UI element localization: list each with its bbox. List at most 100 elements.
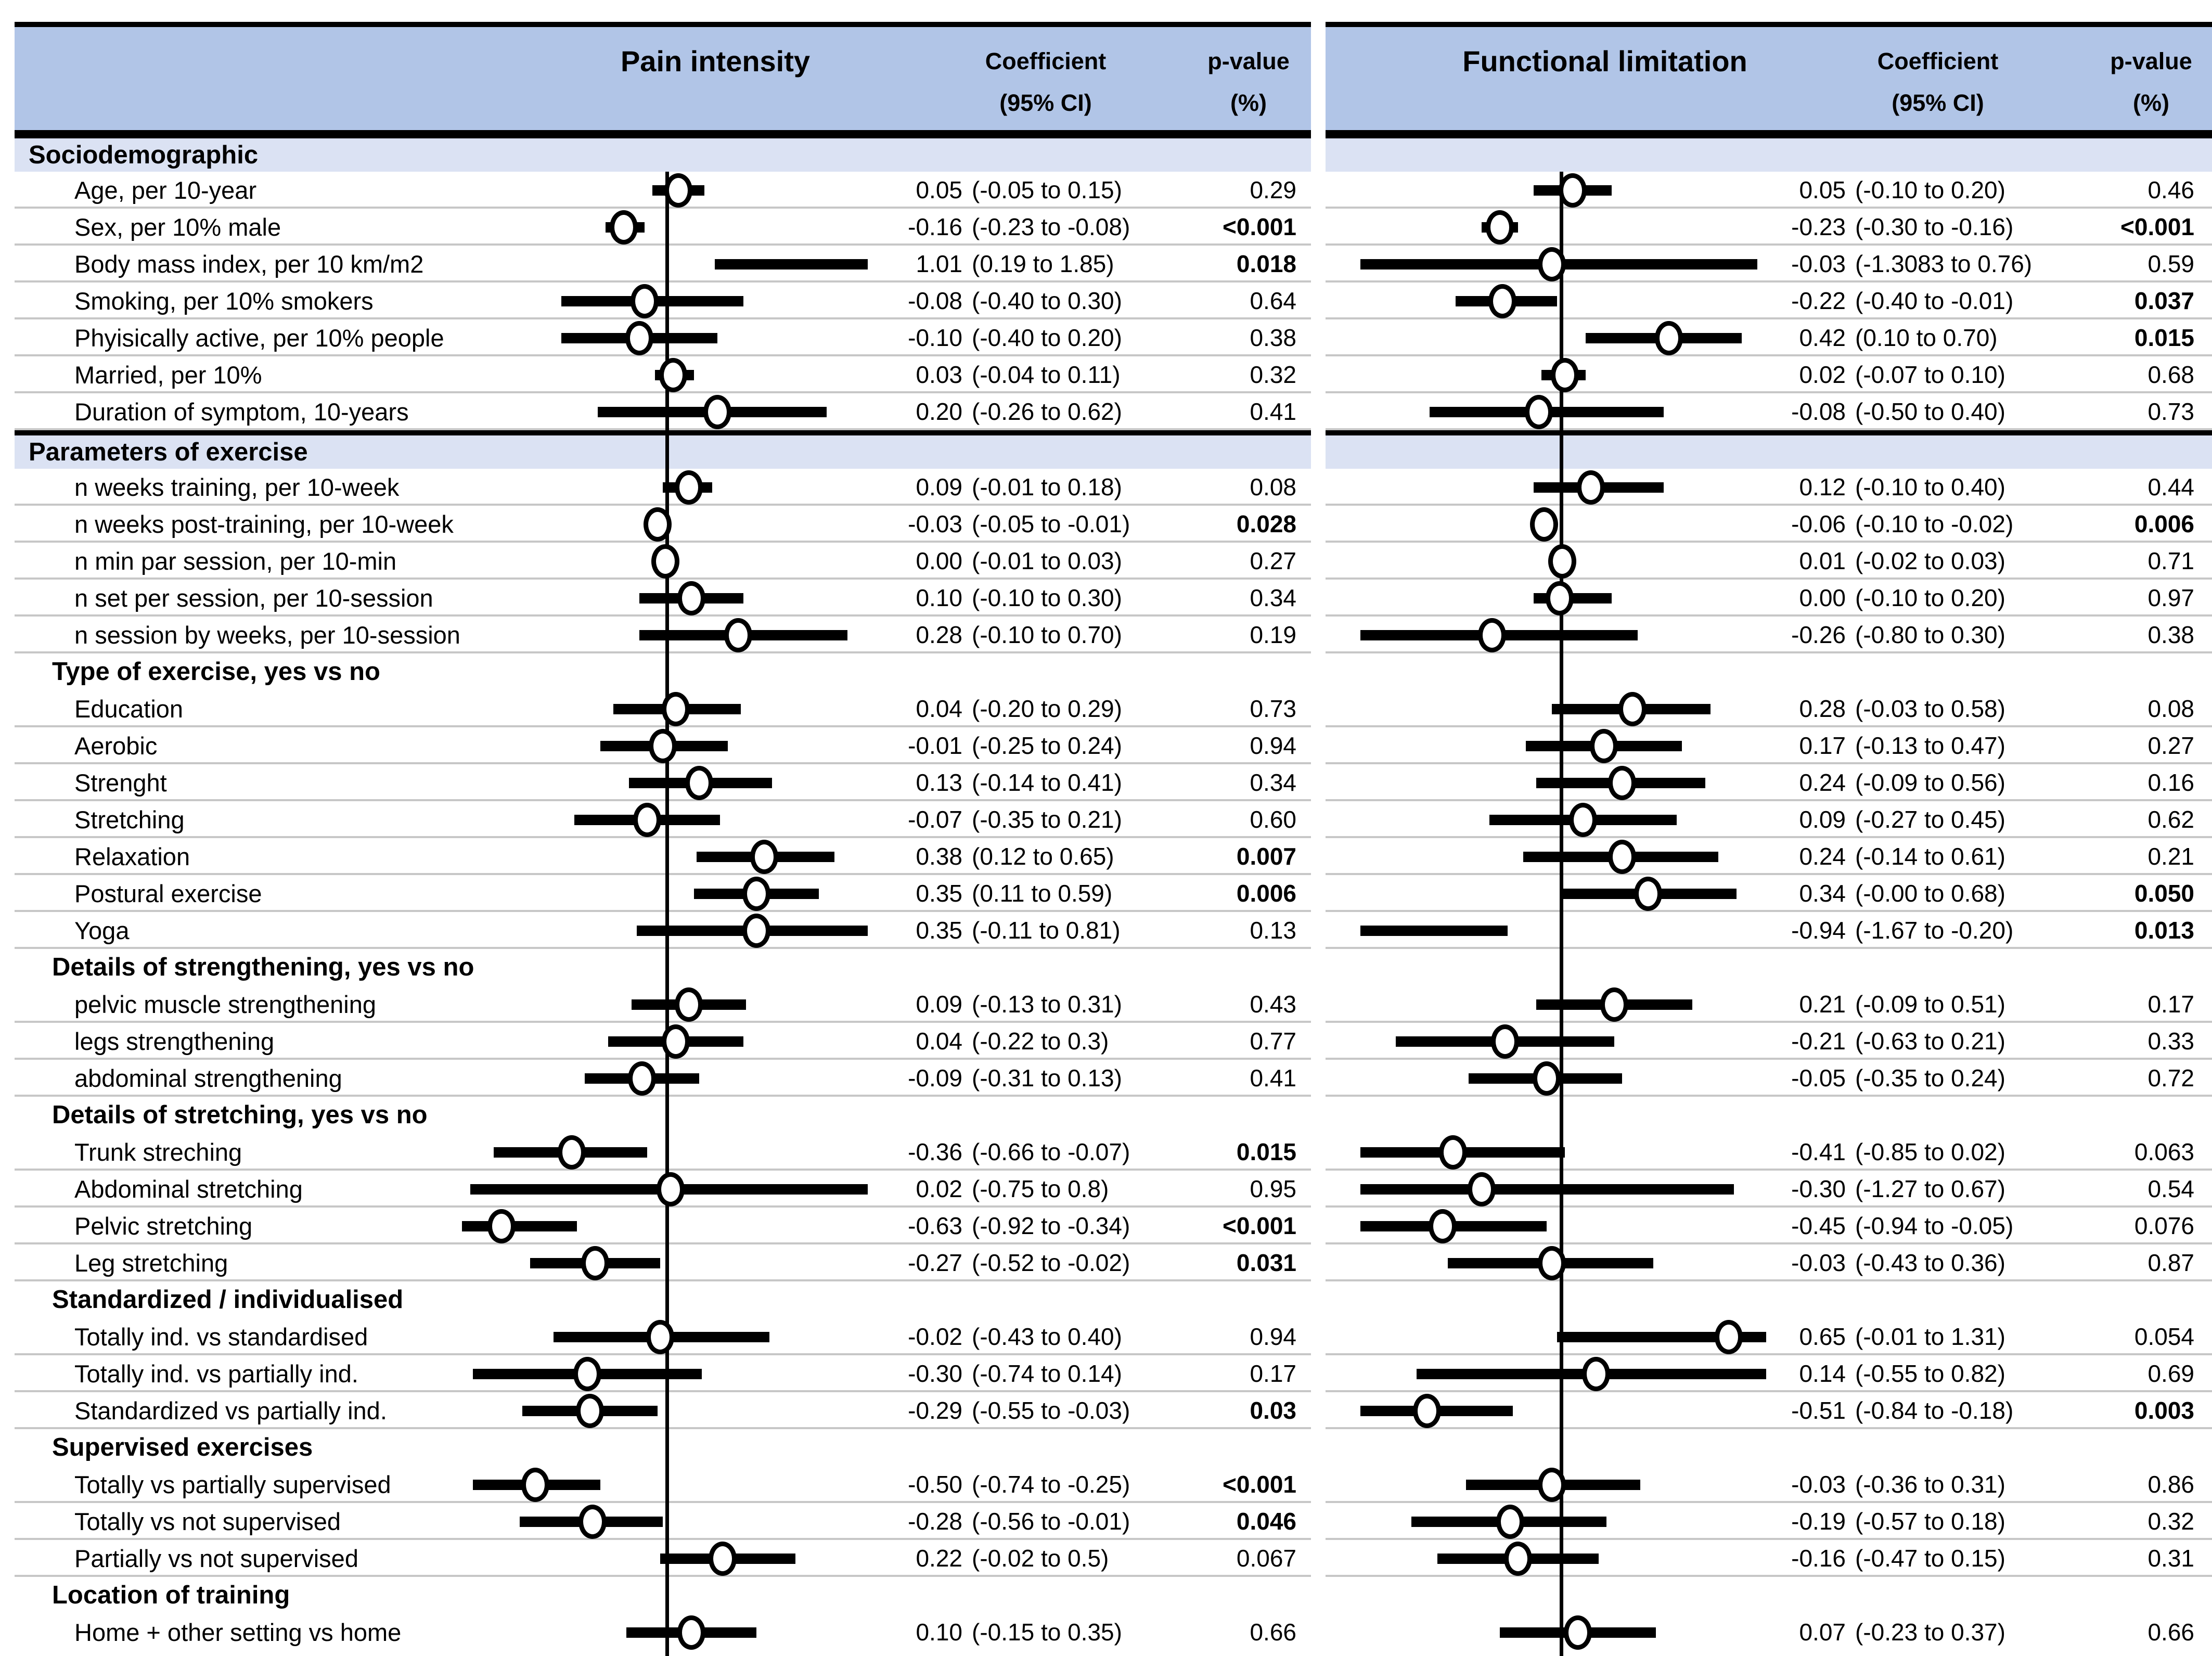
coefficient-ci: (-0.20 to 0.29) bbox=[972, 695, 1122, 722]
row-label: abdominal strengthening bbox=[74, 1064, 342, 1092]
point-estimate-marker bbox=[1569, 802, 1597, 837]
point-estimate-marker bbox=[677, 1615, 705, 1650]
row-separator bbox=[15, 243, 1311, 246]
row-label: n session by weeks, per 10-session bbox=[74, 621, 460, 649]
coefficient-ci: (-0.55 to 0.82) bbox=[1855, 1360, 2005, 1387]
pain-pvalue-pct-header: (%) bbox=[1230, 89, 1267, 116]
point-estimate-marker bbox=[1577, 470, 1605, 505]
row-separator bbox=[1326, 243, 2212, 246]
row-separator bbox=[15, 1169, 1311, 1171]
p-value: 0.41 bbox=[1250, 1064, 1296, 1092]
point-estimate-marker bbox=[662, 691, 690, 726]
p-value: <0.001 bbox=[2120, 213, 2194, 240]
row-separator bbox=[1326, 836, 2212, 838]
row-separator bbox=[15, 207, 1311, 209]
point-estimate-marker bbox=[1538, 1246, 1566, 1280]
row-separator bbox=[1326, 1058, 2212, 1060]
p-value: 0.028 bbox=[1236, 510, 1296, 537]
p-value: 0.43 bbox=[1250, 991, 1296, 1018]
p-value: 0.86 bbox=[2147, 1471, 2194, 1498]
section-label: Details of strengthening, yes vs no bbox=[52, 953, 474, 981]
section-band bbox=[15, 138, 1311, 172]
p-value: 0.27 bbox=[1250, 547, 1296, 574]
coefficient-estimate: -0.09 bbox=[908, 1064, 962, 1092]
p-value: 0.13 bbox=[1250, 917, 1296, 944]
coefficient-estimate: 0.09 bbox=[916, 473, 962, 500]
coefficient-estimate: -0.22 bbox=[1791, 287, 1846, 314]
point-estimate-marker bbox=[646, 1319, 674, 1354]
row-label: Married, per 10% bbox=[74, 361, 262, 389]
coefficient-estimate: 0.21 bbox=[1799, 991, 1846, 1018]
coefficient-ci: (-0.31 to 0.13) bbox=[972, 1064, 1122, 1092]
row-separator bbox=[15, 1390, 1311, 1392]
p-value: 0.27 bbox=[2147, 732, 2194, 759]
coefficient-estimate: -0.27 bbox=[908, 1249, 962, 1276]
row-separator bbox=[1326, 1279, 2212, 1281]
coefficient-ci: (-0.10 to 0.20) bbox=[1855, 176, 2005, 203]
row-label: Aerobic bbox=[74, 732, 158, 760]
row-label: Sex, per 10% male bbox=[74, 213, 281, 241]
row-separator bbox=[15, 1538, 1311, 1540]
coefficient-estimate: -0.36 bbox=[908, 1138, 962, 1165]
coefficient-estimate: 0.42 bbox=[1799, 324, 1846, 351]
point-estimate-marker bbox=[1655, 320, 1683, 355]
row-separator bbox=[15, 1021, 1311, 1023]
point-estimate-marker bbox=[1551, 357, 1579, 392]
point-estimate-marker bbox=[1608, 765, 1636, 800]
p-value: 0.08 bbox=[1250, 473, 1296, 500]
p-value: 0.54 bbox=[2147, 1175, 2194, 1202]
coefficient-ci: (-0.14 to 0.61) bbox=[1855, 843, 2005, 870]
coefficient-ci: (-0.30 to -0.16) bbox=[1855, 213, 2014, 240]
section-top-rule bbox=[15, 430, 1311, 435]
coefficient-ci: (-0.13 to 0.31) bbox=[972, 991, 1122, 1018]
point-estimate-marker bbox=[1491, 1024, 1519, 1059]
point-estimate-marker bbox=[1582, 1356, 1610, 1391]
func-pvalue-pct-header: (%) bbox=[2133, 89, 2169, 116]
p-value: 0.95 bbox=[1250, 1175, 1296, 1202]
row-separator bbox=[15, 910, 1311, 912]
point-estimate-marker bbox=[750, 839, 778, 874]
point-estimate-marker bbox=[1486, 210, 1514, 245]
coefficient-estimate: 0.05 bbox=[1799, 176, 1846, 203]
row-separator bbox=[15, 1279, 1311, 1281]
row-label: Age, per 10-year bbox=[74, 176, 257, 204]
coefficient-ci: (0.10 to 0.70) bbox=[1855, 324, 1998, 351]
coefficient-estimate: 0.04 bbox=[916, 1028, 962, 1055]
coefficient-ci: (-0.10 to 0.20) bbox=[1855, 584, 2005, 611]
row-separator bbox=[15, 280, 1311, 283]
coefficient-ci: (-0.43 to 0.40) bbox=[972, 1323, 1122, 1350]
p-value: 0.006 bbox=[1236, 880, 1296, 907]
row-separator bbox=[15, 1575, 1311, 1577]
point-estimate-marker bbox=[1429, 1209, 1457, 1243]
row-separator bbox=[1326, 207, 2212, 209]
row-label: Leg stretching bbox=[74, 1249, 228, 1277]
point-estimate-marker bbox=[1488, 284, 1516, 318]
func-coefficient-header: Coefficient bbox=[1877, 48, 1999, 74]
point-estimate-marker bbox=[649, 728, 677, 763]
point-estimate-marker bbox=[1548, 544, 1576, 579]
coefficient-ci: (-0.01 to 0.18) bbox=[972, 473, 1122, 500]
p-value: <0.001 bbox=[1223, 213, 1296, 240]
section-label: Details of stretching, yes vs no bbox=[52, 1101, 428, 1129]
p-value: 0.054 bbox=[2134, 1323, 2194, 1350]
coefficient-ci: (-0.40 to 0.30) bbox=[972, 287, 1122, 314]
row-separator bbox=[15, 317, 1311, 319]
row-separator bbox=[15, 1242, 1311, 1244]
point-estimate-marker bbox=[1538, 247, 1566, 281]
row-label: Duration of symptom, 10-years bbox=[74, 398, 409, 426]
coefficient-estimate: 0.02 bbox=[916, 1175, 962, 1202]
coefficient-ci: (-0.09 to 0.51) bbox=[1855, 991, 2005, 1018]
coefficient-ci: (-0.66 to -0.07) bbox=[972, 1138, 1130, 1165]
row-separator bbox=[15, 428, 1311, 430]
confidence-interval-line bbox=[715, 259, 868, 269]
coefficient-estimate: -0.03 bbox=[1791, 1249, 1846, 1276]
coefficient-estimate: 0.22 bbox=[916, 1545, 962, 1572]
row-label: Education bbox=[74, 695, 184, 723]
func-coefficient-ci-header: (95% CI) bbox=[1892, 89, 1984, 116]
p-value: 0.003 bbox=[2134, 1397, 2194, 1424]
coefficient-estimate: 0.10 bbox=[916, 584, 962, 611]
coefficient-ci: (-0.10 to 0.40) bbox=[1855, 473, 2005, 500]
coefficient-ci: (-0.36 to 0.31) bbox=[1855, 1471, 2005, 1498]
coefficient-ci: (-0.01 to 0.03) bbox=[972, 547, 1122, 574]
row-separator bbox=[1326, 391, 2212, 393]
